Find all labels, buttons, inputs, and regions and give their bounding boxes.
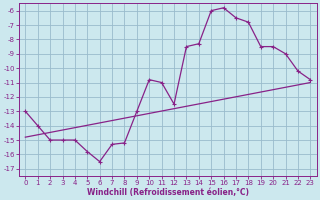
X-axis label: Windchill (Refroidissement éolien,°C): Windchill (Refroidissement éolien,°C) <box>87 188 249 197</box>
